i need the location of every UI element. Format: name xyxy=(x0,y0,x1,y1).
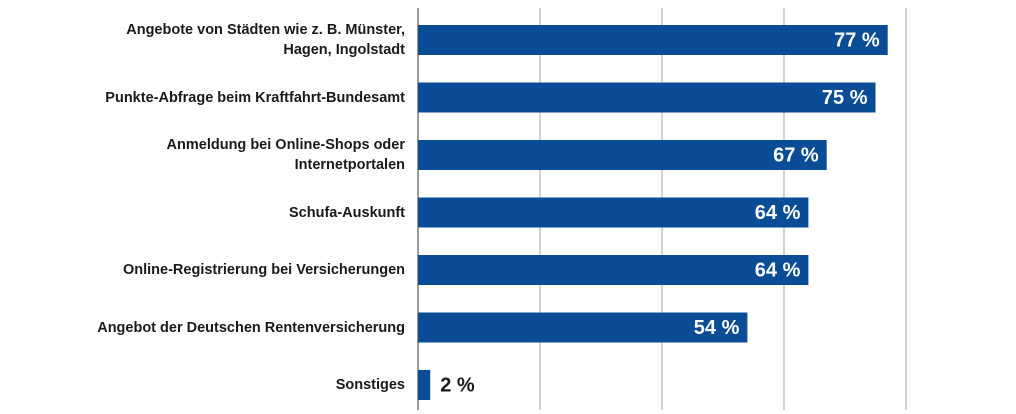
value-label: 67 % xyxy=(773,144,819,166)
category-label: Angebot der Deutschen Rentenversicherung xyxy=(97,319,405,336)
value-label: 54 % xyxy=(694,317,740,339)
bar xyxy=(418,370,431,400)
value-label: 64 % xyxy=(755,202,801,224)
category-label: Punkte-Abfrage beim Kraftfahrt-Bundesamt xyxy=(105,89,405,106)
bar xyxy=(418,197,809,228)
bar xyxy=(418,82,876,113)
value-label: 75 % xyxy=(822,87,868,109)
category-label: Online-Registrierung bei Versicherungen xyxy=(122,262,405,278)
category-label: Schufa-Auskunft xyxy=(289,204,405,221)
bar xyxy=(418,140,827,170)
category-label: Angebote von Städten wie z. B. Münster, … xyxy=(126,22,405,58)
category-label: Anmeldung bei Online-Shops oder Internet… xyxy=(166,137,405,173)
bar xyxy=(418,312,748,343)
value-label: 2 % xyxy=(440,374,475,396)
value-label: 64 % xyxy=(755,259,801,281)
category-label: Sonstiges xyxy=(335,377,405,393)
value-label: 77 % xyxy=(834,29,880,51)
bar xyxy=(418,25,888,55)
bar xyxy=(418,255,809,285)
